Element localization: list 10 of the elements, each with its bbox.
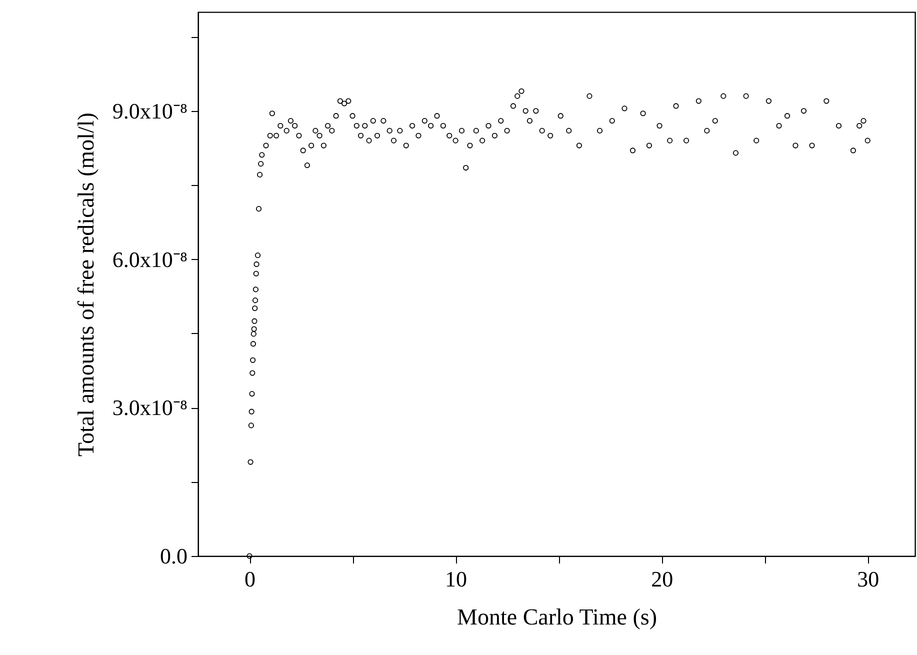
x-tick-label: 20 (651, 566, 674, 592)
x-tick-label: 10 (445, 566, 468, 592)
y-tick-label: 3.0x10⁻⁸ (112, 395, 188, 420)
x-tick-label: 0 (244, 566, 256, 592)
y-tick-label: 9.0x10⁻⁸ (112, 98, 188, 124)
y-tick-label: 0.0 (160, 544, 188, 568)
y-tick-label: 6.0x10⁻⁸ (112, 246, 188, 272)
x-axis-title: Monte Carlo Time (s) (457, 604, 657, 630)
x-tick-label: 30 (857, 566, 880, 592)
y-axis-title: Total amounts of free redicals (mol/l) (73, 112, 98, 456)
